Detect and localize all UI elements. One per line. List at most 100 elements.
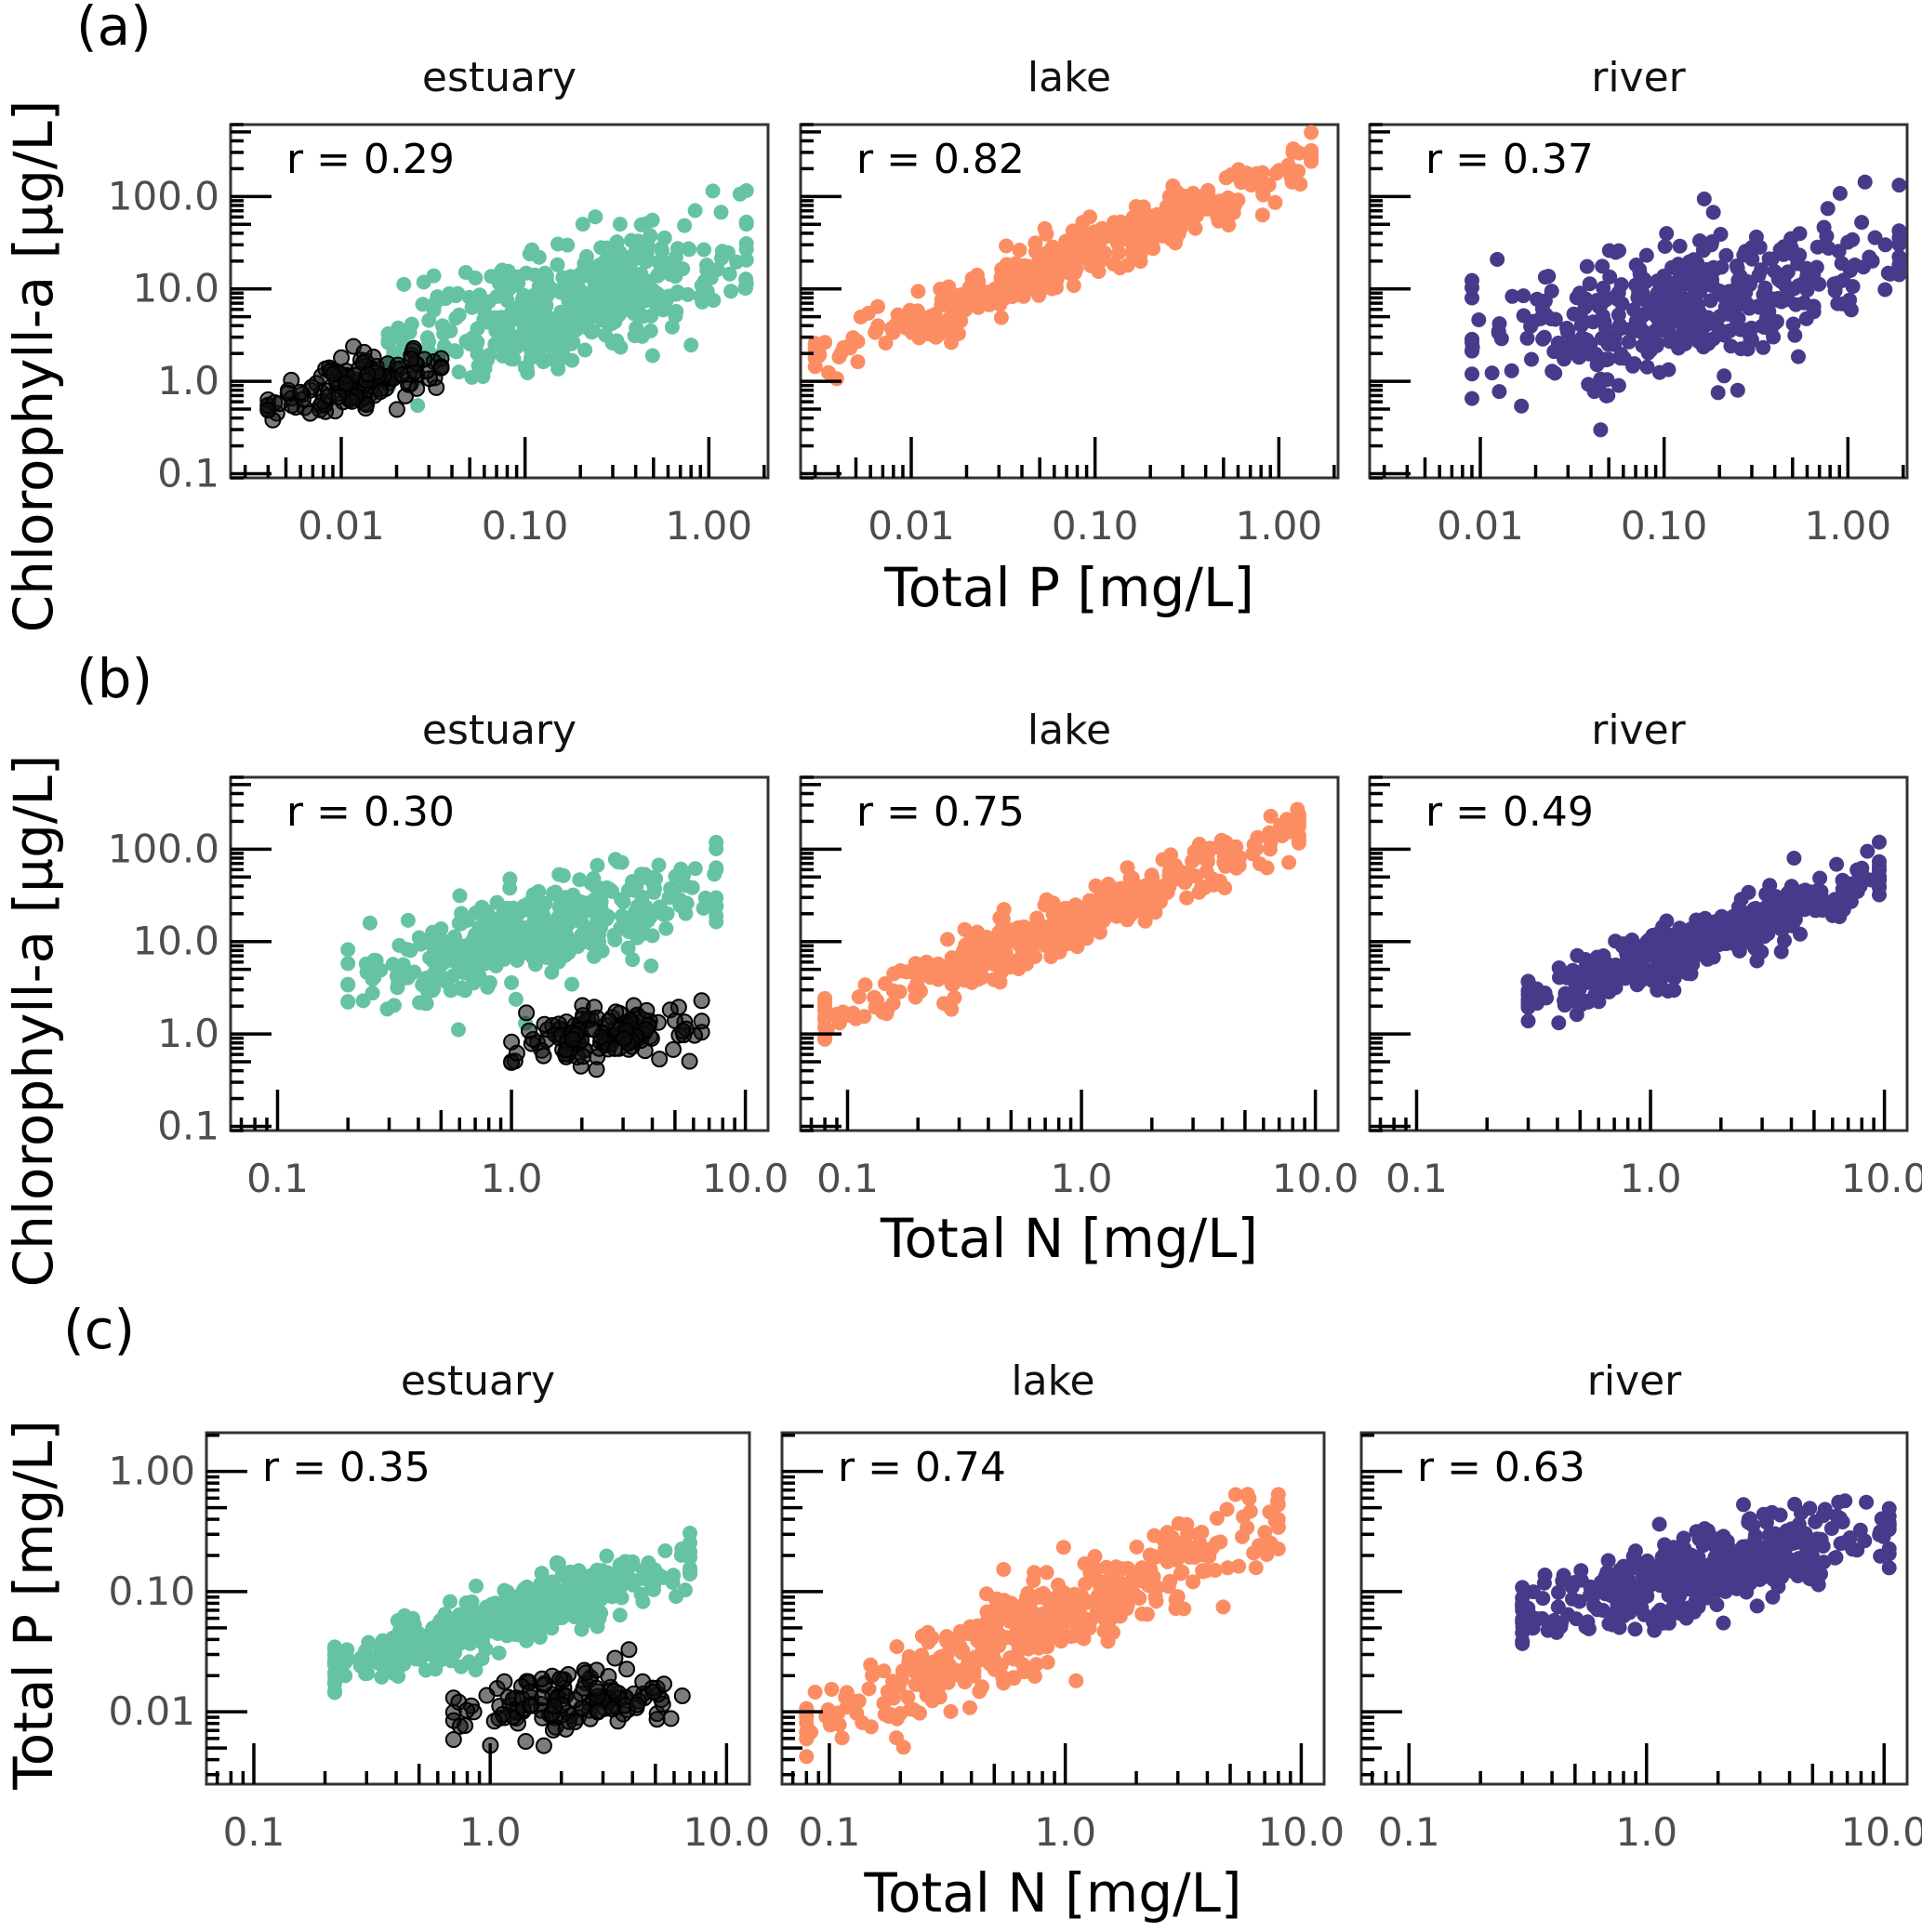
data-point bbox=[1060, 1608, 1076, 1624]
data-point bbox=[1760, 318, 1776, 334]
y-tick-label: 0.10 bbox=[108, 1568, 195, 1614]
data-point bbox=[1147, 1589, 1163, 1605]
data-point bbox=[1637, 965, 1653, 981]
data-point bbox=[1802, 899, 1818, 915]
data-point bbox=[696, 273, 712, 289]
data-point bbox=[577, 256, 592, 271]
data-point bbox=[1504, 288, 1520, 304]
data-point bbox=[486, 1623, 502, 1639]
data-point bbox=[1028, 1657, 1044, 1673]
data-point bbox=[1039, 892, 1054, 907]
data-point bbox=[457, 1717, 474, 1734]
data-point bbox=[352, 1658, 368, 1674]
data-point bbox=[991, 924, 1007, 940]
data-point bbox=[1627, 1543, 1643, 1559]
data-point bbox=[684, 880, 700, 895]
data-point bbox=[396, 276, 412, 292]
data-point bbox=[1587, 1598, 1603, 1614]
data-point bbox=[1085, 1560, 1101, 1576]
data-point bbox=[1653, 272, 1669, 288]
data-point bbox=[1208, 196, 1224, 212]
data-point bbox=[1220, 1560, 1236, 1576]
data-point bbox=[395, 957, 411, 973]
data-point bbox=[1248, 1560, 1264, 1576]
data-point bbox=[1291, 835, 1306, 851]
data-point bbox=[1891, 258, 1907, 274]
data-point bbox=[603, 1700, 621, 1718]
data-point bbox=[504, 974, 520, 990]
data-point bbox=[487, 1601, 503, 1616]
data-point bbox=[1131, 1590, 1147, 1606]
data-point bbox=[575, 1048, 592, 1065]
data-point bbox=[891, 1680, 907, 1696]
data-point bbox=[464, 1594, 480, 1609]
data-point bbox=[673, 1687, 691, 1704]
data-point bbox=[934, 1648, 949, 1664]
data-point bbox=[545, 1574, 560, 1590]
data-point bbox=[1109, 235, 1125, 251]
data-point bbox=[259, 402, 277, 419]
data-point bbox=[643, 323, 658, 338]
data-point bbox=[1849, 1542, 1865, 1558]
data-point bbox=[503, 351, 519, 367]
data-point bbox=[470, 938, 484, 954]
data-point bbox=[1595, 258, 1611, 274]
data-point bbox=[1605, 1617, 1621, 1633]
data-point bbox=[1551, 1015, 1567, 1031]
rug-marks bbox=[206, 1433, 729, 1784]
correlation-label: r = 0.75 bbox=[856, 788, 1025, 836]
rug-marks bbox=[801, 123, 1336, 480]
data-point bbox=[425, 983, 441, 999]
y-tick-label: 0.1 bbox=[157, 450, 219, 496]
data-point bbox=[863, 1657, 879, 1673]
data-point bbox=[468, 296, 484, 311]
data-point bbox=[1057, 906, 1072, 921]
data-point bbox=[1703, 237, 1719, 253]
data-point bbox=[477, 361, 493, 377]
data-point bbox=[908, 1676, 923, 1692]
facet-lake: lake 0.1 1.0 10.0 r = 0.75 bbox=[799, 707, 1359, 1201]
data-point bbox=[1106, 1624, 1120, 1640]
data-point bbox=[497, 937, 513, 953]
data-point bbox=[644, 348, 660, 364]
x-tick-label: 10.0 bbox=[683, 1809, 771, 1855]
data-point bbox=[732, 186, 748, 202]
x-tick-label: 10.0 bbox=[1840, 1809, 1922, 1855]
data-point bbox=[388, 401, 405, 418]
data-point bbox=[452, 888, 468, 904]
data-point bbox=[944, 950, 960, 966]
data-point bbox=[1304, 125, 1319, 140]
facet-title: lake bbox=[1011, 1357, 1094, 1405]
data-point bbox=[517, 1581, 532, 1596]
data-point bbox=[1688, 1593, 1703, 1608]
data-point bbox=[1263, 1535, 1279, 1551]
data-point bbox=[1119, 1601, 1134, 1617]
data-point bbox=[996, 940, 1012, 956]
data-point bbox=[580, 312, 596, 328]
data-point bbox=[1515, 1599, 1531, 1614]
data-point bbox=[627, 328, 643, 344]
data-point bbox=[1891, 178, 1907, 193]
data-point bbox=[665, 1040, 682, 1058]
data-point bbox=[625, 952, 641, 968]
data-point bbox=[477, 956, 493, 972]
data-point bbox=[1821, 241, 1836, 256]
data-point bbox=[723, 284, 739, 299]
data-point bbox=[1017, 1640, 1033, 1656]
data-point bbox=[1602, 269, 1618, 285]
data-points bbox=[1515, 1493, 1897, 1651]
data-point bbox=[1586, 384, 1602, 400]
x-tick-label: 0.01 bbox=[298, 503, 385, 549]
data-point bbox=[453, 981, 469, 997]
data-point bbox=[588, 1679, 605, 1697]
data-point bbox=[1054, 1634, 1069, 1649]
data-point bbox=[616, 894, 631, 910]
data-point bbox=[443, 1594, 457, 1609]
data-point bbox=[1263, 808, 1279, 824]
data-point bbox=[1736, 1497, 1751, 1513]
facet-title: estuary bbox=[422, 707, 577, 754]
data-point bbox=[1243, 178, 1259, 193]
data-point bbox=[709, 841, 724, 856]
data-point bbox=[1692, 284, 1708, 299]
x-tick-label: 0.1 bbox=[799, 1809, 861, 1855]
